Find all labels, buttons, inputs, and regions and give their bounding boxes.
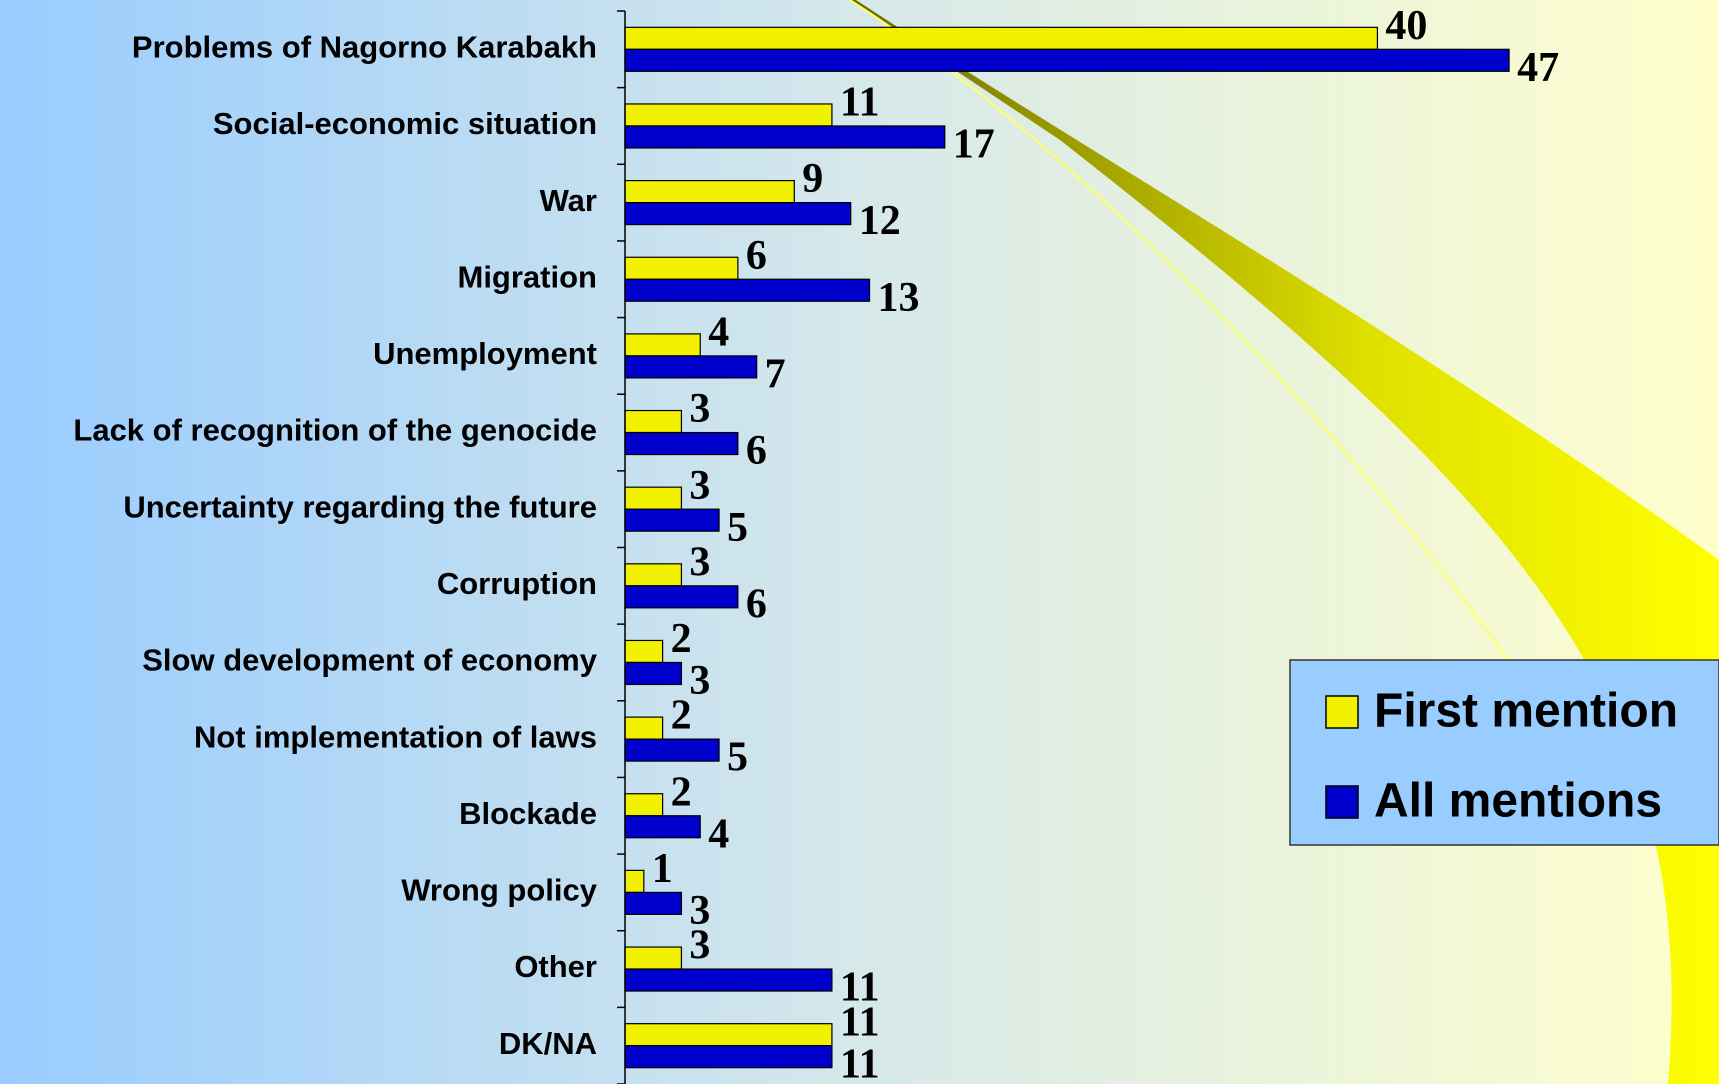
bar xyxy=(625,717,663,739)
bar xyxy=(625,1024,832,1046)
value-label: 3 xyxy=(689,658,710,704)
value-label: 1 xyxy=(652,846,673,892)
bar xyxy=(625,27,1377,49)
value-label: 3 xyxy=(689,463,710,509)
value-label: 13 xyxy=(878,275,920,321)
value-label: 3 xyxy=(689,386,710,432)
value-label: 5 xyxy=(727,735,748,781)
value-label: 11 xyxy=(840,999,880,1045)
bar xyxy=(625,487,681,509)
background xyxy=(0,0,1719,1084)
bar xyxy=(625,356,757,378)
bar xyxy=(625,564,681,586)
y-tick-label: DK/NA xyxy=(499,1026,597,1061)
bar xyxy=(625,794,663,816)
value-label: 17 xyxy=(953,122,995,168)
y-tick-label: Migration xyxy=(458,259,598,294)
value-label: 11 xyxy=(840,80,880,126)
bar xyxy=(625,279,870,301)
value-label: 4 xyxy=(708,310,729,356)
bar xyxy=(625,411,681,433)
bar xyxy=(625,892,681,914)
y-tick-label: Uncertainty regarding the future xyxy=(123,489,597,524)
value-label: 7 xyxy=(765,352,786,398)
bar xyxy=(625,870,644,892)
y-tick-label: Blockade xyxy=(459,796,597,831)
y-tick-label: Corruption xyxy=(437,566,597,601)
y-tick-label: Problems of Nagorno Karabakh xyxy=(132,30,597,65)
value-label: 2 xyxy=(671,616,692,662)
value-label: 47 xyxy=(1517,45,1559,91)
value-label: 5 xyxy=(727,505,748,551)
bar xyxy=(625,816,700,838)
value-label: 3 xyxy=(689,923,710,969)
value-label: 6 xyxy=(746,428,767,474)
chart: Problems of Nagorno Karabakh4047Social-e… xyxy=(0,0,1719,1084)
bar xyxy=(625,969,832,991)
bar xyxy=(625,126,945,148)
legend: First mention All mentions xyxy=(1290,660,1719,845)
legend-label: First mention xyxy=(1374,685,1678,738)
y-tick-label: Other xyxy=(514,949,597,984)
y-tick-label: Social-economic situation xyxy=(213,106,597,141)
bar xyxy=(625,334,700,356)
legend-swatch xyxy=(1326,696,1358,728)
bar xyxy=(625,257,738,279)
legend-swatch xyxy=(1326,786,1358,818)
bar xyxy=(625,49,1509,71)
value-label: 4 xyxy=(708,811,729,857)
y-tick-label: Unemployment xyxy=(373,336,597,371)
y-tick-label: Wrong policy xyxy=(401,873,598,908)
value-label: 12 xyxy=(859,198,901,244)
bar xyxy=(625,433,738,455)
bar xyxy=(625,947,681,969)
value-label: 40 xyxy=(1385,3,1427,49)
bar xyxy=(625,586,738,608)
y-tick-label: Slow development of economy xyxy=(142,643,597,678)
value-label: 2 xyxy=(671,769,692,815)
bar xyxy=(625,739,719,761)
bar xyxy=(625,662,681,684)
value-label: 6 xyxy=(746,233,767,279)
value-label: 11 xyxy=(840,1041,880,1084)
value-label: 9 xyxy=(802,156,823,202)
bar xyxy=(625,1046,832,1068)
y-tick-label: Not implementation of laws xyxy=(194,719,597,754)
bar xyxy=(625,203,851,225)
value-label: 6 xyxy=(746,581,767,627)
legend-label: All mentions xyxy=(1374,775,1662,828)
value-label: 3 xyxy=(689,539,710,585)
bar xyxy=(625,181,794,203)
page: {"chart_data": {"type": "bar", "orientat… xyxy=(0,0,1719,1084)
bar xyxy=(625,509,719,531)
y-tick-label: War xyxy=(540,183,597,218)
value-label: 2 xyxy=(671,693,692,739)
y-tick-label: Lack of recognition of the genocide xyxy=(73,413,597,448)
bar xyxy=(625,104,832,126)
bar xyxy=(625,640,663,662)
